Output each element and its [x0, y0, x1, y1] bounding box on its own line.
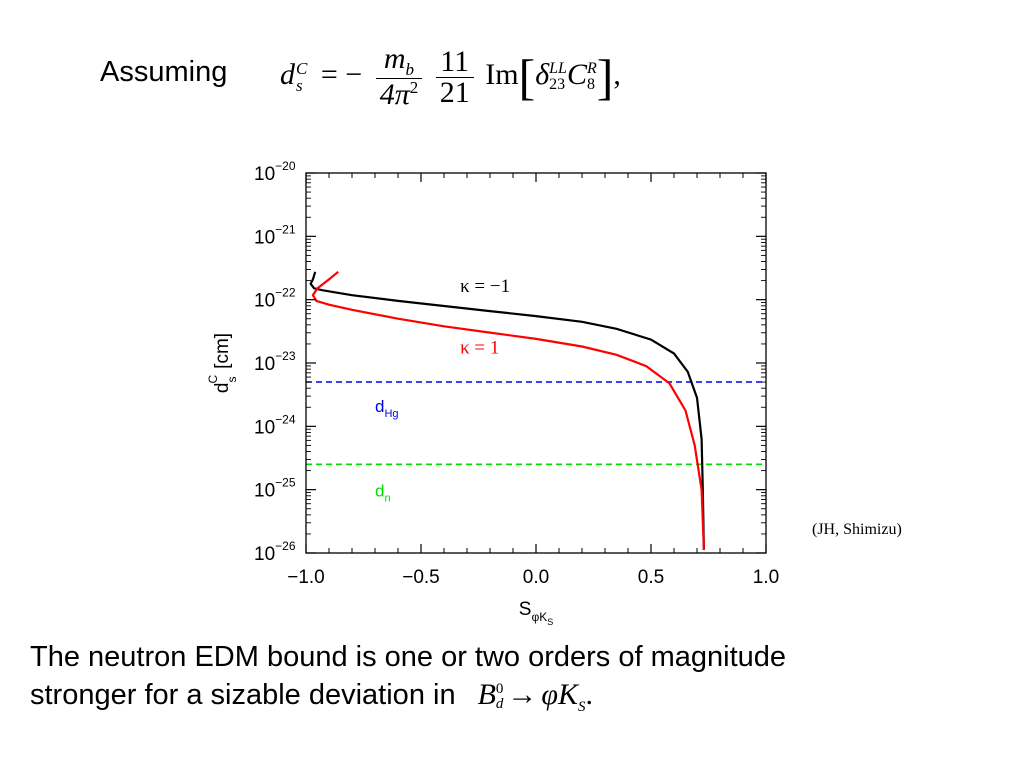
series-kappa-plus-one-line: [311, 270, 705, 550]
y-tick-label: 10−26: [254, 539, 296, 565]
x-tick-label: 0.0: [523, 567, 549, 588]
x-tick-label: −0.5: [402, 567, 440, 588]
formula-equals-minus: = −: [320, 57, 363, 91]
conclusion-line-2: stronger for a sizable deviation in B 0 d → φ…: [30, 678, 594, 715]
assuming-label: Assuming: [100, 56, 228, 88]
edm-chart: −1.0 −0.5 0.0 0.5 1.0 10−20 10−21 10−22 10−23 10−…: [206, 159, 779, 627]
left-bracket: [: [518, 49, 536, 105]
y-tick-label: 10−20: [254, 159, 296, 185]
credit-note: (JH, Shimizu): [812, 521, 902, 538]
y-tick-label: 10−24: [254, 412, 296, 438]
neutron-bound-label: dn: [375, 481, 391, 504]
formula-delta: δ: [535, 57, 550, 91]
y-axis-title: dsC[cm]: [206, 333, 239, 393]
series-kappa-minus-one-label: κ = −1: [460, 276, 510, 297]
right-bracket: ]: [596, 49, 614, 105]
hg-bound-label: dHg: [375, 397, 399, 420]
conclusion-line-1: The neutron EDM bound is one or two orde…: [30, 641, 787, 673]
x-tick-label: 0.5: [638, 567, 664, 588]
y-tick-label: 10−22: [254, 286, 296, 312]
decay-mode-formula: B 0 d → φKS.: [477, 678, 594, 715]
x-tick-label: −1.0: [287, 567, 325, 588]
x-tick-label: 1.0: [753, 567, 779, 588]
conclusion-text: The neutron EDM bound is one or two orde…: [30, 638, 1000, 726]
formula-wilson-coefficient: C: [566, 57, 587, 91]
series-kappa-minus-one-line: [309, 271, 705, 550]
y-tick-label: 10−21: [254, 222, 296, 248]
series-kappa-plus-one-label: κ = 1: [460, 338, 499, 359]
formula-fraction-numeric: 11 21: [435, 46, 474, 108]
formula-comma: ,: [613, 57, 621, 91]
x-axis-title: SφKS: [519, 599, 554, 627]
formula-fraction-mass: mb 4π2: [375, 44, 423, 110]
y-tick-label: 10−25: [254, 476, 296, 502]
y-tick-label: 10−23: [254, 349, 296, 375]
formula-im: Im: [485, 57, 519, 91]
